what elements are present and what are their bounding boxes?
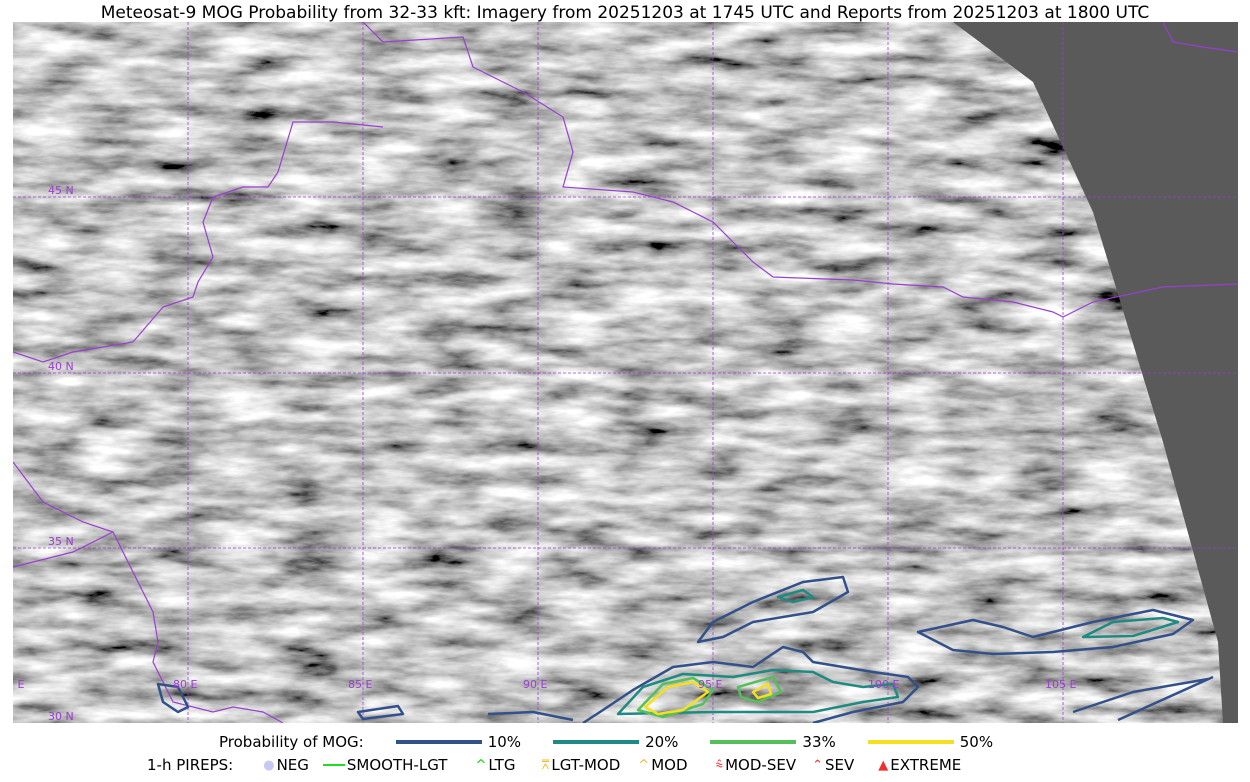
country-borders (13, 22, 1238, 723)
pirep-label: LTG (488, 756, 516, 774)
satellite-map[interactable]: 75 E 80 E 85 E 90 E 95 E 100 E 105 E 45 … (13, 22, 1238, 723)
pirep-label: SMOOTH-LGT (346, 756, 448, 774)
svg-text:105 E: 105 E (1045, 678, 1076, 691)
contour-10 (356, 704, 405, 721)
contour-10 (582, 645, 920, 723)
prob-contours (156, 575, 1214, 723)
svg-text:45 N: 45 N (48, 184, 74, 197)
contour-20 (616, 668, 900, 716)
contour-33 (636, 676, 715, 719)
caret-icon: ^ (475, 757, 487, 773)
level-label: 33% (802, 733, 836, 751)
swatch-50 (867, 740, 954, 744)
no-data-region (953, 22, 1238, 723)
svg-text:40 N: 40 N (48, 360, 74, 373)
svg-text:35 N: 35 N (48, 535, 74, 548)
swatch-20 (553, 740, 640, 744)
graticule (13, 22, 1238, 723)
contour-50 (751, 682, 773, 700)
map-labels: 75 E 80 E 85 E 90 E 95 E 100 E 105 E 45 … (13, 184, 1076, 723)
pirep-label: SEV (825, 756, 855, 774)
level-label: 10% (487, 733, 522, 751)
contour-10 (1072, 675, 1214, 722)
svg-text:100 E: 100 E (868, 678, 899, 691)
pirep-label: LGT-MOD (551, 756, 621, 774)
level-label: 20% (645, 733, 679, 751)
contour-20 (1081, 616, 1180, 639)
caret-bar-icon: ⩞ (541, 757, 550, 773)
caret-icon: ^ (638, 757, 650, 773)
svg-text:30 N: 30 N (48, 710, 74, 723)
neg-circle-icon: ● (263, 757, 275, 773)
contour-50 (643, 680, 710, 716)
svg-text:80 E: 80 E (173, 678, 197, 691)
pirep-label: MOD-SEV (725, 756, 797, 774)
swatch-10 (395, 740, 482, 744)
double-caret-icon: ⌃ (812, 757, 823, 773)
svg-text:85 E: 85 E (348, 678, 372, 691)
contour-10 (487, 710, 574, 722)
contour-33 (736, 675, 783, 704)
double-caret-bar-icon: ⩯ (715, 757, 724, 773)
level-label: 50% (959, 733, 994, 751)
contour-20 (776, 588, 815, 604)
cloud-imagery (13, 22, 1238, 723)
line-icon (322, 764, 345, 766)
svg-text:75 E: 75 E (13, 678, 24, 691)
contour-10 (916, 608, 1195, 656)
pirep-label: MOD (651, 756, 688, 774)
pirep-label: EXTREME (890, 756, 962, 774)
pireps-legend: 1-h PIREPS: ● NEG SMOOTH-LGT ^ LTG ⩞ LGT-MO… (147, 756, 975, 774)
probability-legend: Probability of MOG: 10% 20% 33% 50% (219, 733, 1007, 751)
swatch-33 (710, 740, 797, 744)
pireps-legend-label: 1-h PIREPS: (147, 756, 234, 774)
contour-10 (696, 575, 850, 644)
map-title: Meteosat-9 MOG Probability from 32-33 kf… (100, 3, 1150, 23)
pirep-label: NEG (276, 756, 309, 774)
probability-legend-label: Probability of MOG: (219, 733, 364, 751)
svg-text:90 E: 90 E (523, 678, 547, 691)
contour-10 (156, 682, 190, 714)
filled-triangle-icon: ▲ (878, 757, 889, 773)
svg-text:95 E: 95 E (698, 678, 722, 691)
